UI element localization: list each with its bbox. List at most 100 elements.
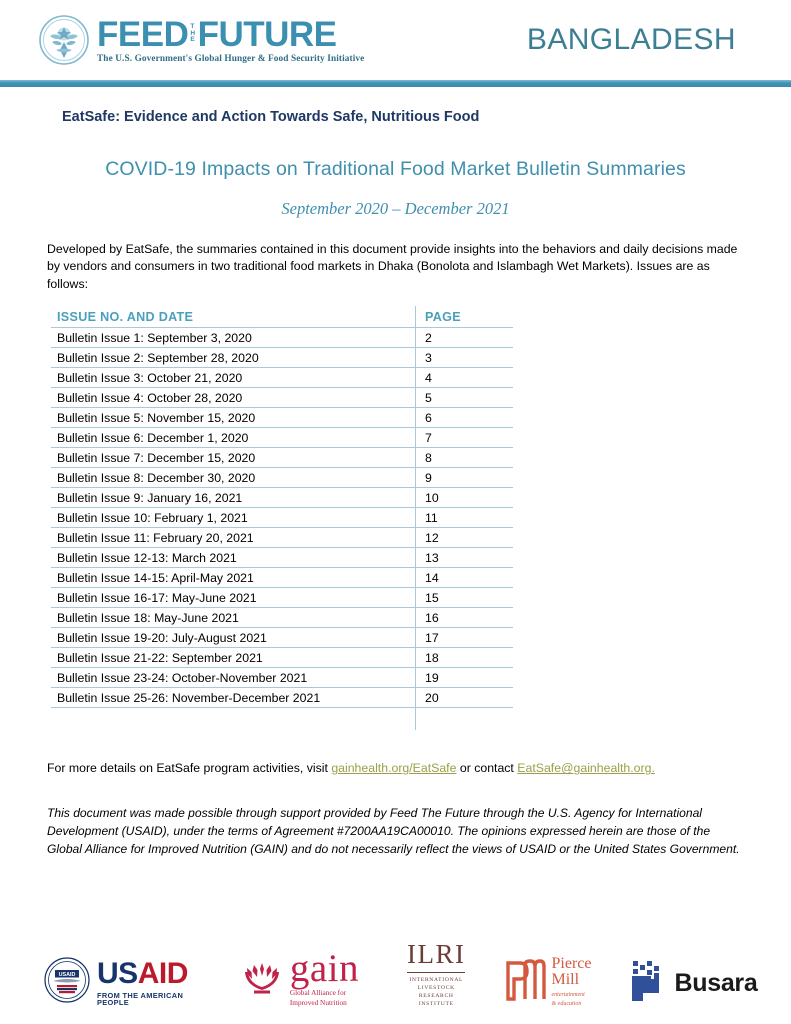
usaid-word: USAID: [97, 956, 189, 990]
table-cell-page: 19: [415, 667, 513, 689]
table-cell-issue: Bulletin Issue 8: December 30, 2020: [51, 467, 416, 489]
table-cell-page: 20: [415, 687, 513, 709]
page-subtitle: September 2020 – December 2021: [281, 199, 510, 219]
table-cell-issue: Bulletin Issue 1: September 3, 2020: [51, 327, 416, 349]
table-cell-page: 3: [415, 347, 513, 369]
table-row-empty: [51, 707, 513, 731]
contact-lead-text: For more details on EatSafe program acti…: [47, 761, 332, 776]
country-title: BANGLADESH: [526, 23, 736, 56]
mill-word: Mill: [551, 970, 580, 988]
gain-wordmark: gain Global Alliance for Improved Nutrit…: [289, 946, 360, 1008]
table-cell-issue: Bulletin Issue 3: October 21, 2020: [51, 367, 416, 389]
gain-word: gain: [289, 946, 360, 990]
header-divider-rule: [0, 80, 791, 87]
pierce-mill-tagline: entertainment & education: [552, 991, 592, 1008]
table-row: Bulletin Issue 12-13: March 2021 13: [51, 547, 513, 569]
busara-logo: Busara: [627, 959, 758, 1008]
logo-the-letter-e: E: [190, 36, 196, 44]
table-row: Bulletin Issue 19-20: July-August 2021 17: [51, 627, 513, 649]
table-cell-page: 8: [415, 447, 513, 469]
gainhealth-eatsafe-link[interactable]: gainhealth.org/EatSafe: [331, 761, 457, 776]
ilri-word: ILRI: [407, 938, 466, 969]
logo-word-feed: FEED: [97, 14, 189, 54]
table-cell-page: 18: [415, 647, 513, 669]
table-row: Bulletin Issue 23-24: October-November 2…: [51, 667, 513, 689]
table-header-row: ISSUE NO. AND DATE PAGE: [51, 306, 513, 329]
contact-paragraph: For more details on EatSafe program acti…: [47, 759, 745, 777]
table-row: Bulletin Issue 21-22: September 2021 18: [51, 647, 513, 669]
logo-the-letter-h: H: [190, 29, 196, 37]
eatsafe-email-link[interactable]: EatSafe@gainhealth.org.: [517, 761, 655, 776]
logo-word-future: FUTURE: [197, 14, 337, 54]
table-cell-issue: Bulletin Issue 16-17: May-June 2021: [51, 587, 416, 609]
logo-the-letter-t: T: [190, 22, 195, 30]
table-cell-issue: Bulletin Issue 19-20: July-August 2021: [51, 627, 416, 649]
busara-pixel-icon: [627, 959, 667, 1008]
ilri-tagline: INTERNATIONAL LIVESTOCK RESEARCH INSTITU…: [407, 976, 465, 1008]
table-row: Bulletin Issue 25-26: November-December …: [51, 687, 513, 709]
table-cell-issue: Bulletin Issue 23-24: October-November 2…: [51, 667, 416, 689]
table-cell-empty-issue: [51, 707, 416, 731]
table-cell-issue: Bulletin Issue 25-26: November-December …: [51, 687, 416, 709]
table-cell-issue: Bulletin Issue 6: December 1, 2020: [51, 427, 416, 449]
column-header-issue: ISSUE NO. AND DATE: [51, 306, 416, 329]
svg-text:USAID: USAID: [59, 972, 76, 978]
table-cell-page: 15: [415, 587, 513, 609]
gain-wheat-bowl-icon: [240, 959, 284, 1000]
table-row: Bulletin Issue 8: December 30, 2020 9: [51, 467, 513, 489]
table-cell-issue: Bulletin Issue 7: December 15, 2020: [51, 447, 416, 469]
table-cell-page: 4: [415, 367, 513, 389]
usaid-logo: USAID USAID FROM THE AMERICAN PEOPLE: [44, 957, 188, 1008]
table-row: Bulletin Issue 14-15: April-May 2021 14: [51, 567, 513, 589]
gain-tagline-line2: Improved Nutrition: [289, 998, 347, 1008]
page-header: FEED T H E FUTURE The U.S. Government's …: [0, 0, 791, 80]
usaid-word-aid: AID: [137, 956, 189, 990]
table-cell-issue: Bulletin Issue 12-13: March 2021: [51, 547, 416, 569]
table-cell-issue: Bulletin Issue 10: February 1, 2021: [51, 507, 416, 529]
contact-middle-text: or contact: [456, 761, 518, 776]
us-government-seal-icon: [38, 14, 90, 66]
feed-the-future-wordmark: FEED T H E FUTURE The U.S. Government's …: [97, 17, 364, 64]
busara-word: Busara: [674, 969, 758, 997]
table-row: Bulletin Issue 3: October 21, 2020 4: [51, 367, 513, 389]
table-cell-page: 14: [415, 567, 513, 589]
pierce-mill-logo: Pierce Mill entertainment & education: [504, 955, 592, 1008]
pierce-mill-monogram-icon: [504, 957, 546, 1006]
table-row: Bulletin Issue 4: October 28, 2020 5: [51, 387, 513, 409]
table-cell-issue: Bulletin Issue 21-22: September 2021: [51, 647, 416, 669]
column-header-page: PAGE: [415, 306, 513, 329]
page-title: COVID-19 Impacts on Traditional Food Mar…: [105, 158, 686, 181]
table-row: Bulletin Issue 18: May-June 2021 16: [51, 607, 513, 629]
document-content: EatSafe: Evidence and Action Towards Saf…: [0, 106, 791, 858]
table-cell-issue: Bulletin Issue 4: October 28, 2020: [51, 387, 416, 409]
table-cell-page: 2: [415, 327, 513, 349]
table-cell-page: 10: [415, 487, 513, 509]
table-row: Bulletin Issue 16-17: May-June 2021 15: [51, 587, 513, 609]
footer-logo-strip: USAID USAID FROM THE AMERICAN PEOPLE: [0, 938, 791, 1008]
table-cell-empty-page: [415, 707, 513, 731]
table-row: Bulletin Issue 11: February 20, 2021 12: [51, 527, 513, 549]
table-body: Bulletin Issue 1: September 3, 2020 2 Bull…: [51, 327, 513, 731]
table-cell-page: 11: [415, 507, 513, 529]
pierce-mill-tagline-line2: & education: [551, 1000, 582, 1007]
table-row: Bulletin Issue 2: September 28, 2020 3: [51, 347, 513, 369]
table-row: Bulletin Issue 7: December 15, 2020 8: [51, 447, 513, 469]
table-cell-page: 17: [415, 627, 513, 649]
gain-tagline-line1: Global Alliance for: [289, 988, 347, 998]
pierce-mill-wordmark: Pierce Mill entertainment & education: [551, 955, 592, 1008]
table-row: Bulletin Issue 6: December 1, 2020 7: [51, 427, 513, 449]
table-header: ISSUE NO. AND DATE PAGE: [51, 306, 513, 329]
table-cell-issue: Bulletin Issue 14-15: April-May 2021: [51, 567, 416, 589]
table-cell-issue: Bulletin Issue 11: February 20, 2021: [51, 527, 416, 549]
gain-tagline: Global Alliance for Improved Nutrition: [290, 988, 359, 1008]
ilri-tagline-line2: LIVESTOCK RESEARCH: [417, 984, 455, 999]
table-cell-page: 9: [415, 467, 513, 489]
usaid-word-us: US: [97, 956, 138, 990]
table-row: Bulletin Issue 9: January 16, 2021 10: [51, 487, 513, 509]
ilri-tagline-line3: INSTITUTE: [418, 1000, 454, 1007]
table-cell-page: 13: [415, 547, 513, 569]
logo-word-the: T H E: [189, 22, 196, 44]
table-cell-page: 7: [415, 427, 513, 449]
intro-paragraph: Developed by EatSafe, the summaries cont…: [47, 242, 738, 291]
table-cell-page: 12: [415, 527, 513, 549]
